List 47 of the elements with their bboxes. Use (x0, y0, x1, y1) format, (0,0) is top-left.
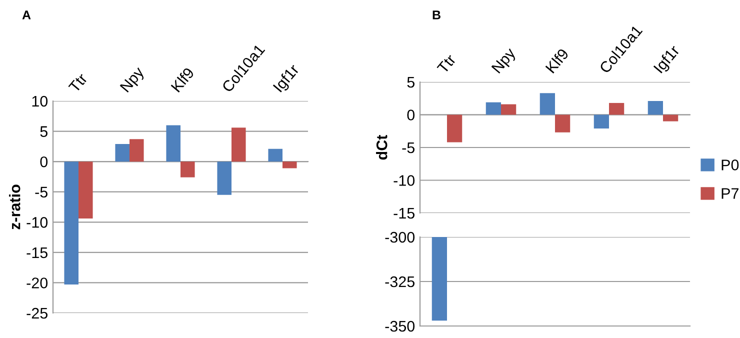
bar (447, 114, 462, 142)
bar (217, 162, 232, 195)
x-tick-label: Klf9 (544, 48, 570, 74)
bar (268, 148, 282, 162)
bar (540, 93, 555, 115)
y-tick-label: -25 (26, 308, 48, 319)
bar (609, 102, 624, 115)
y-tick-label: -350 (385, 320, 415, 332)
bar (180, 162, 195, 178)
x-tick-label: Npy (491, 46, 518, 76)
legend-label: P0 (722, 160, 739, 170)
chart-title: A (22, 10, 31, 20)
y-axis-title: z-ratio (9, 184, 20, 230)
bar (78, 162, 93, 219)
y-tick-label: -5 (35, 186, 48, 198)
x-tick-label: Ttr (436, 54, 456, 74)
bar (232, 128, 246, 162)
bar (115, 144, 130, 162)
y-tick-label: 0 (407, 110, 415, 120)
bar (594, 114, 609, 129)
y-tick-label: -10 (394, 175, 415, 186)
bar (130, 139, 144, 162)
y-tick-label: -15 (394, 208, 414, 219)
bar (64, 162, 78, 285)
y-tick-label: -10 (26, 217, 48, 228)
y-tick-label: -325 (385, 276, 414, 288)
y-tick-label: -300 (385, 232, 415, 243)
y-tick-label: 5 (407, 77, 414, 88)
bar (486, 102, 501, 115)
bar (663, 114, 678, 122)
y-tick-label: -5 (402, 142, 414, 154)
y-tick-label: 5 (40, 126, 48, 137)
bar (166, 125, 180, 162)
x-tick-label: Npy (120, 66, 147, 94)
bar (501, 104, 516, 115)
chart-title: B (432, 10, 440, 20)
x-tick-label: Klf9 (170, 66, 195, 93)
bar (555, 114, 570, 132)
legend-label: P7 (722, 188, 738, 199)
y-tick-label: -20 (26, 278, 48, 288)
bar (282, 162, 297, 168)
x-tick-label: Ttr (68, 72, 88, 94)
y-tick-label: 10 (32, 96, 48, 107)
y-axis-title: dCt (376, 134, 388, 160)
bar (648, 100, 663, 115)
y-tick-label: 0 (40, 156, 48, 168)
y-tick-label: -15 (26, 247, 48, 258)
